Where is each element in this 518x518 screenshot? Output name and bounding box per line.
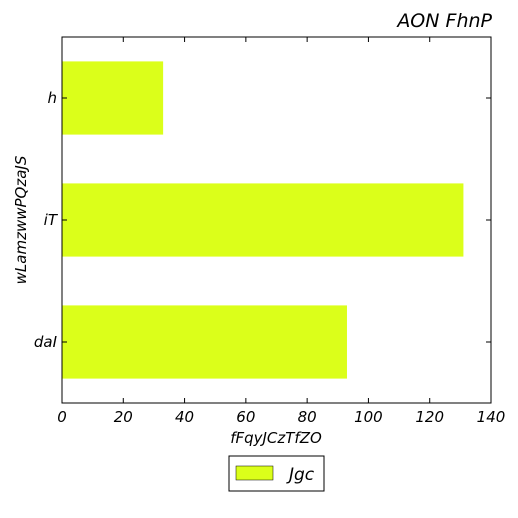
x-tick-label: 80	[298, 408, 317, 426]
bar-h	[62, 61, 164, 135]
chart-title: AON FhnP	[395, 10, 492, 32]
x-tick-label: 100	[354, 408, 383, 426]
x-tick-label: 0	[57, 408, 67, 426]
y-tick-label: daI	[34, 333, 58, 351]
x-axis-label: fFqyJCzTfZO	[230, 429, 322, 447]
y-tick-label: iT	[44, 211, 59, 229]
bar-iT	[62, 183, 464, 257]
x-tick-label: 60	[236, 408, 255, 426]
bar-daI	[62, 305, 347, 379]
x-tick-label: 40	[175, 408, 194, 426]
x-tick-label: 20	[114, 408, 133, 426]
x-tick-label: 120	[415, 408, 444, 426]
legend-swatch	[235, 465, 274, 481]
legend-label: Jgc	[286, 465, 315, 485]
plot-frame	[61, 36, 492, 404]
legend: Jgc	[228, 455, 325, 492]
y-tick-label: h	[47, 89, 57, 107]
y-axis-label: wLamzwwPQzaJS	[12, 155, 30, 284]
x-tick-label: 140	[477, 408, 506, 426]
